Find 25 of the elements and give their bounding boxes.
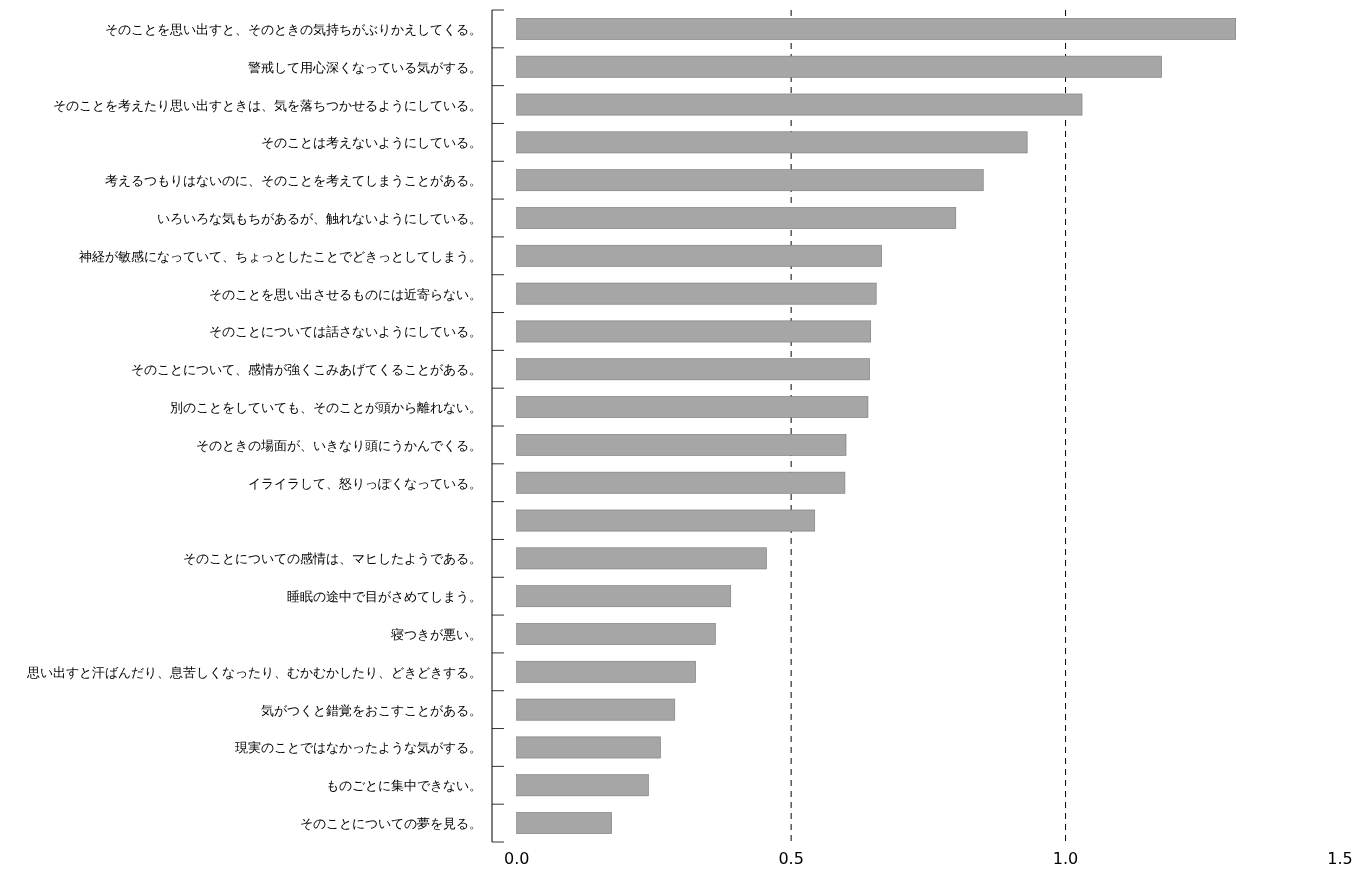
y-tick-label: イライラして、怒りっぽくなっている。 — [248, 475, 482, 491]
y-tick-label: そのことは考えないようにしている。 — [261, 135, 482, 151]
y-tick-label: そのことを思い出させるものには近寄らない。 — [209, 286, 482, 302]
y-tick-label: そのことについての感情は、マヒしたようである。 — [183, 551, 482, 567]
y-tick-label: そのことを考えたり思い出すときは、気を落ちつかせるようにしている。 — [53, 97, 482, 113]
y-tick-label: 別のことをしていても、そのことが頭から離れない。 — [170, 400, 482, 416]
y-tick-label: 現実のことではなかったような気がする。 — [235, 740, 482, 756]
y-tick-label: 気がつくと錯覚をおこすことがある。 — [261, 702, 482, 718]
y-tick-label: そのことについて、感情が強くこみあげてくることがある。 — [131, 362, 482, 378]
y-tick-label: いろいろな気もちがあるが、触れないようにしている。 — [157, 211, 482, 226]
y-tick-label: そのことを思い出すと、そのときの気持ちがぶりかえしてくる。 — [105, 21, 482, 37]
y-tick-label: 考えるつもりはないのに、そのことを考えてしまうことがある。 — [105, 173, 482, 189]
y-tick-label: そのことについての夢を見る。 — [300, 816, 482, 832]
y-tick-label: 睡眠の途中で目がさめてしまう。 — [287, 589, 482, 605]
y-tick-label: 寝つきが悪い。 — [391, 627, 482, 642]
x-tick-label: 1.5 — [1327, 849, 1353, 868]
y-tick-label: そのことについては話さないようにしている。 — [209, 324, 482, 340]
y-tick-label: 神経が敏感になっていて、ちょっとしたことでどきっとしてしまう。 — [79, 248, 482, 264]
y-tick-label: 警戒して用心深くなっている気がする。 — [248, 59, 482, 75]
y-tick-label: そのときの場面が、いきなり頭にうかんでくる。 — [196, 437, 482, 453]
x-tick-label: 1.0 — [1052, 849, 1079, 868]
x-tick-label: 0.0 — [503, 849, 530, 868]
y-tick-label: ものごとに集中できない。 — [326, 778, 482, 794]
x-tick-label: 0.5 — [778, 849, 804, 868]
y-tick-label: 思い出すと汗ばんだり、息苦しくなったり、むかむかしたり、どきどきする。 — [26, 664, 482, 680]
